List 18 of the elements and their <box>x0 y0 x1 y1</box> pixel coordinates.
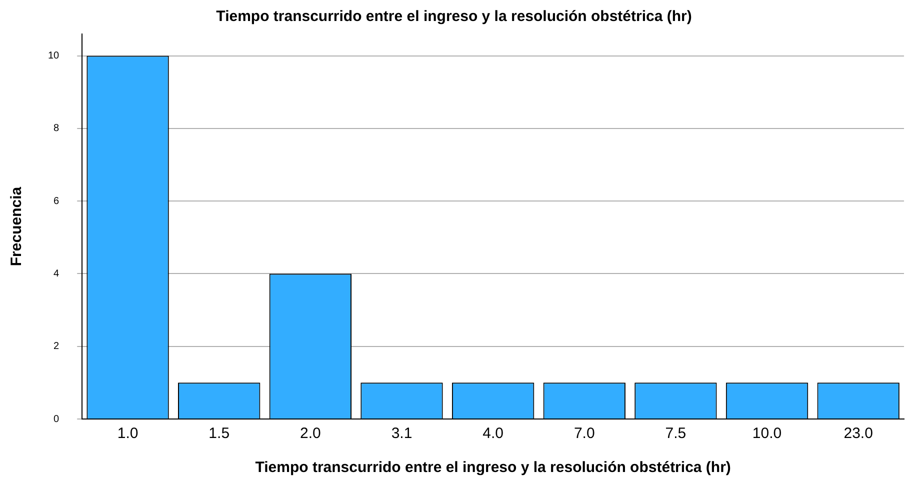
y-axis-title: Frecuencia <box>8 186 26 266</box>
x-tick-label: 23.0 <box>844 425 873 442</box>
y-tick-label: 8 <box>54 123 60 134</box>
x-tick-label: 7.5 <box>665 425 686 442</box>
y-tick-label: 10 <box>48 50 60 62</box>
y-tick-label: 6 <box>54 196 60 207</box>
chart-title: Tiempo transcurrido entre el ingreso y la resolución obstétrica (hr) <box>216 8 692 26</box>
x-tick-label: 2.0 <box>300 425 321 442</box>
y-tick-label: 0 <box>54 414 60 425</box>
x-tick-label: 10.0 <box>752 425 782 442</box>
x-tick-label: 1.0 <box>117 425 138 442</box>
y-tick-label: 4 <box>54 268 60 280</box>
x-tick-label: 1.5 <box>208 425 230 442</box>
x-tick-label: 3.1 <box>391 425 412 442</box>
x-tick-label: 7.0 <box>574 425 595 442</box>
y-tick-label: 2 <box>54 341 60 352</box>
x-tick-label: 4.0 <box>482 425 504 442</box>
x-axis-title: Tiempo transcurrido entre el ingreso y la resolución obstétrica (hr) <box>255 459 731 476</box>
